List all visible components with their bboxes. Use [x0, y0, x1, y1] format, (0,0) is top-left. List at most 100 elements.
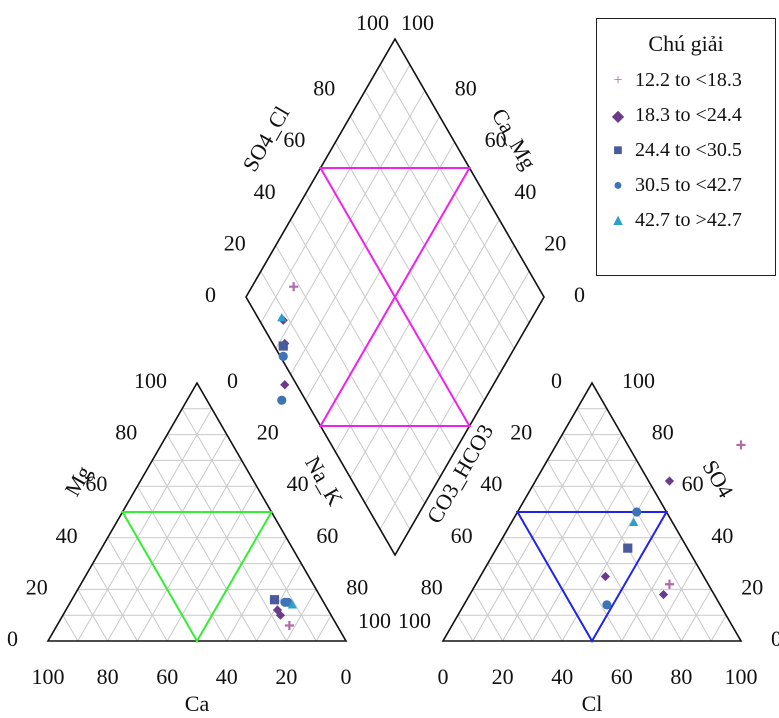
anion-right-tick-label: 40: [711, 523, 733, 548]
anion-data-point: [623, 543, 633, 553]
anion-grid-line: [651, 563, 697, 642]
diamond-data-point: [278, 351, 288, 361]
legend-entry: ■ 24.4 to <30.5: [597, 133, 775, 168]
cation-bottom-tick-label: 80: [97, 664, 119, 689]
cation-grid-line: [166, 434, 287, 642]
legend-entry-label: 12.2 to <18.3: [635, 69, 742, 91]
legend-entry: +12.2 to <18.3: [597, 63, 775, 98]
cation-bottom-tick-label: 100: [32, 664, 65, 689]
cation-grid-line: [181, 408, 317, 642]
diamond-right-tick-label: 100: [401, 10, 434, 35]
anion-data-point: [629, 517, 639, 526]
cation-right-tick-label: 0: [227, 368, 238, 393]
circle-marker-icon: ●: [613, 176, 623, 194]
anion-grid-line: [487, 563, 533, 642]
anion-data-point: [600, 571, 611, 582]
cation-grid-line: [62, 614, 79, 642]
anion-bottom-tick-label: 20: [492, 664, 514, 689]
legend-entry-label: 24.4 to <30.5: [635, 139, 742, 161]
diamond-marker-icon: ◆: [611, 107, 625, 125]
cation-left-tick-label: 100: [134, 368, 167, 393]
cation-grid-line: [136, 460, 243, 642]
diamond-right-tick-label: 60: [485, 127, 507, 152]
anion-left-tick-label: 20: [510, 420, 532, 445]
anion-right-tick-label: 80: [652, 420, 674, 445]
legend-entry-label: 18.3 to <24.4: [635, 104, 742, 126]
diamond-right-tick-label: 0: [574, 282, 585, 307]
anion-right-tick-label: 60: [682, 471, 704, 496]
anion-right-tick-label: 20: [741, 574, 763, 599]
anion-right-tick-label: 100: [622, 368, 655, 393]
diamond-right-tick-label: 80: [455, 76, 477, 101]
anion-grid-line: [576, 408, 712, 642]
anion-classification-triangle: [515, 511, 669, 643]
cation-grid-line: [77, 589, 109, 642]
diamond-classification-hourglass: [318, 167, 472, 427]
cation-bottom-tick-label: 20: [275, 664, 297, 689]
diamond-data-point: [278, 341, 288, 351]
anion-data-point: [602, 600, 612, 610]
anion-grid-line: [472, 589, 504, 642]
cation-data-point: [287, 600, 297, 609]
legend-entry: ◆ 18.3 to <24.4: [597, 98, 775, 133]
cation-grid-line: [77, 408, 213, 642]
anion-grid-line: [561, 434, 682, 642]
anion-data-point: [736, 440, 746, 450]
diamond-left-tick-label: 40: [254, 179, 276, 204]
diamond-left-tick-label: 20: [224, 230, 246, 255]
anion-grid-line: [531, 460, 638, 642]
cation-right-tick-label: 60: [316, 523, 338, 548]
anion-left-tick-label: 60: [451, 523, 473, 548]
anion-bottom-tick-label: 60: [611, 664, 633, 689]
anion-left-tick-label: 40: [480, 471, 502, 496]
anion-grid-line: [472, 408, 608, 642]
anion-grid-line: [710, 614, 727, 642]
cation-bottom-tick-label: 60: [156, 664, 178, 689]
anion-bottom-tick-label: 0: [438, 664, 449, 689]
plus-marker-icon: +: [613, 71, 623, 89]
anion-bottom-tick-label: 100: [725, 664, 758, 689]
square-marker-icon: ■: [613, 141, 623, 159]
diamond-right-tick-label: 20: [544, 230, 566, 255]
cation-left-tick-label: 20: [26, 574, 48, 599]
anion-left-tick-label: 100: [398, 608, 431, 633]
diamond-left-tick-label: 60: [283, 127, 305, 152]
legend-entry: ▲ 42.7 to >42.7: [597, 203, 775, 238]
anion-data-point: [664, 476, 675, 486]
cation-data-point: [275, 610, 286, 620]
anion-bottom-tick-label: 80: [670, 664, 692, 689]
anion-right-tick-label: 0: [771, 626, 779, 651]
diamond-outline: [245, 37, 545, 557]
legend: Chú giải +12.2 to <18.3 ◆ 18.3 to <24.4 ■ 24…: [596, 18, 776, 276]
cation-data-point: [269, 595, 280, 605]
triangle-marker-icon: ▲: [610, 211, 626, 229]
anion-left-tick-label: 0: [551, 368, 562, 393]
cation-grid-line: [315, 614, 332, 642]
diamond-left-tick-label: 80: [313, 76, 335, 101]
diamond-data-point: [280, 380, 290, 390]
cation-bottom-tick-label: 0: [341, 664, 352, 689]
anion-data-point: [632, 507, 642, 517]
cation-left-tick-label: 40: [56, 523, 78, 548]
cation-grid-line: [107, 537, 168, 642]
legend-entry-label: 42.7 to >42.7: [635, 209, 742, 231]
cation-data-point: [284, 620, 294, 631]
anion-grid-line: [502, 537, 563, 642]
anion-data-point: [658, 589, 669, 600]
anion-data-point: [664, 579, 675, 589]
anion-left-tick-label: 80: [421, 574, 443, 599]
diamond-data-point: [277, 395, 287, 405]
cation-right-tick-label: 40: [287, 471, 309, 496]
cation-right-tick-label: 80: [346, 574, 368, 599]
anion-bottom-axis-label: Cl: [582, 691, 603, 716]
legend-entry-label: 30.5 to <42.7: [635, 174, 742, 196]
cation-classification-triangle: [120, 511, 274, 643]
diamond-left-tick-label: 0: [205, 282, 216, 307]
cation-right-tick-label: 100: [358, 608, 391, 633]
cation-bottom-axis-label: Ca: [185, 691, 210, 716]
diamond-right-tick-label: 40: [514, 179, 536, 204]
anion-grid-line: [457, 614, 474, 642]
cation-grid-line: [151, 460, 258, 642]
cation-data-point: [272, 605, 283, 615]
